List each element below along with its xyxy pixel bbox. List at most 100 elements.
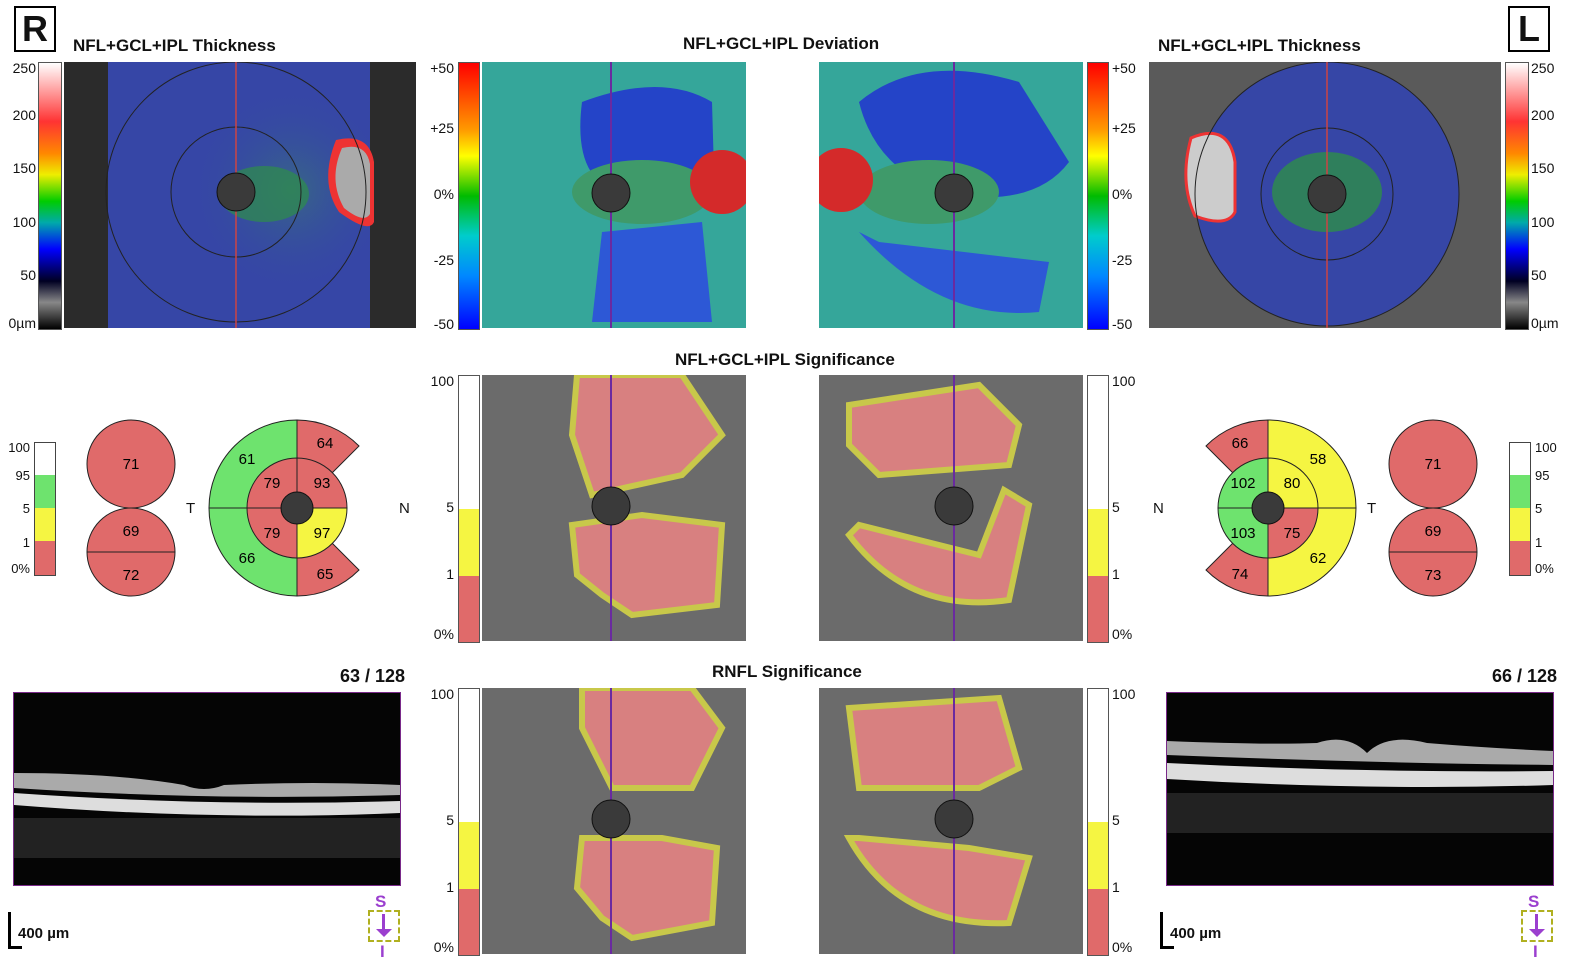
tick: 5 [22,501,30,516]
significance-legend-scale-left: 100 95 5 1 0% [1535,440,1565,580]
thickness-scale-left: 250 200 150 100 50 0µm [1531,60,1571,331]
sector-inner-inf: 79 [264,525,281,542]
tick: +50 [1112,60,1136,76]
tick: -50 [433,316,454,332]
tick: 1 [1535,535,1543,550]
tick: 50 [1531,267,1547,283]
tick: 150 [12,160,36,176]
hemifield-chart-left: 71 69 73 [1388,419,1478,597]
compass-i-left: I [1533,942,1538,961]
hemi-bottom-inf: 72 [123,567,140,584]
hemi-top: 71 [1425,456,1442,473]
sector-outer-st: 58 [1310,451,1327,468]
deviation-colorbar-left [1087,62,1109,330]
tick: 0% [11,561,30,576]
compass-s-left: S [1528,892,1540,911]
tick: 1 [1112,879,1120,895]
rnfl-map-left[interactable] [819,688,1083,954]
tick: 5 [1112,812,1120,828]
bscan-index-left: 66 / 128 [1492,666,1558,686]
tick: 100 [1535,440,1557,455]
deviation-map-right[interactable] [482,62,746,328]
compass-i-right: I [380,942,385,961]
rnfl-scale-left: 100 5 1 0% [1112,686,1146,956]
significance-legend-scale-right: 100 95 5 1 0% [0,440,30,580]
significance-colorbar-right [458,375,480,643]
sector-outer-in: 103 [1230,525,1255,542]
tick: 0µm [8,315,36,331]
nasal-label-left: N [1153,500,1164,517]
deviation-scale-left: +50 +25 0% -25 -50 [1112,60,1146,332]
nasal-label-right: N [399,500,410,517]
tick: 5 [1535,501,1543,516]
scale-bar-label-left: 400 µm [1170,925,1222,942]
thickness-scale-right: 250 200 150 100 50 0µm [0,60,36,331]
deviation-colorbar-right [458,62,480,330]
sector-inner-sup: 79 [264,475,281,492]
hemifield-chart-right: 71 69 72 [86,419,176,597]
deviation-scale-right: +50 +25 0% -25 -50 [420,60,454,332]
tick: 0% [433,626,454,642]
sector-outer-it: 66 [239,550,256,567]
tick: -25 [433,252,454,268]
deviation-map-left[interactable] [819,62,1083,328]
tick: 1 [446,566,454,582]
sector-outer-it: 62 [1310,550,1327,567]
scale-bar-vertical-right [8,912,11,948]
tick: 1 [22,535,30,550]
sector-inner-in: 97 [314,525,331,542]
sector-chart-right: 64 61 66 65 79 93 79 97 [208,419,360,597]
tick: 100 [8,440,30,455]
rnfl-map-right[interactable] [482,688,746,954]
thickness-map-left[interactable] [1149,62,1501,328]
tick: 100 [1531,214,1555,230]
rnfl-colorbar-left [1087,688,1109,956]
tick: 0% [433,186,454,202]
tick: 100 [1112,686,1136,702]
sector-outer-inf: 74 [1232,566,1249,583]
orientation-icon-right [368,910,400,942]
tick: 100 [430,373,454,389]
deviation-title: NFL+GCL+IPL Deviation [683,34,880,53]
temporal-label-right: T [186,500,196,517]
sector-chart-left: 66 102 103 74 80 75 58 62 [1205,419,1357,597]
oct-bscan-left[interactable] [1166,692,1554,886]
orientation-icon-left [1521,910,1553,942]
oct-bscan-right[interactable] [13,692,401,886]
sector-inner-sup: 80 [1284,475,1301,492]
tick: 95 [1535,468,1550,483]
significance-map-right[interactable] [482,375,746,641]
thickness-map-right[interactable] [64,62,416,328]
sector-inner-inf: 75 [1284,525,1301,542]
hemi-bottom-sup: 69 [123,523,140,540]
thickness-title-right: NFL+GCL+IPL Thickness [73,36,276,55]
scale-bar-vertical-left [1160,912,1163,948]
rnfl-title: RNFL Significance [712,662,862,681]
significance-scale-left: 100 5 1 0% [1112,373,1146,643]
hemi-bottom-sup: 69 [1425,523,1442,540]
tick: 5 [1112,499,1120,515]
sector-outer-t: 61 [239,451,256,468]
bscan-index-right: 63 / 128 [340,666,406,686]
tick: +25 [1112,120,1136,136]
rnfl-scale-right: 100 5 1 0% [420,686,454,956]
tick: 0% [1112,939,1133,955]
sector-outer-st: 64 [317,435,334,452]
tick: +50 [430,60,454,76]
tick: -25 [1112,252,1133,268]
sector-outer-sn: 66 [1232,435,1249,452]
rnfl-colorbar-right [458,688,480,956]
tick: 250 [12,60,36,76]
tick: 0µm [1531,315,1559,331]
significance-colorbar-left [1087,375,1109,643]
tick: 1 [446,879,454,895]
tick: 1 [1112,566,1120,582]
left-eye-indicator: L [1508,6,1550,52]
sector-outer-n: 102 [1230,475,1255,492]
significance-legend-left [1509,442,1531,576]
sector-inner-st: 93 [314,475,331,492]
hemi-top: 71 [123,456,140,473]
significance-map-left[interactable] [819,375,1083,641]
right-eye-indicator: R [14,6,56,52]
tick: 5 [446,812,454,828]
